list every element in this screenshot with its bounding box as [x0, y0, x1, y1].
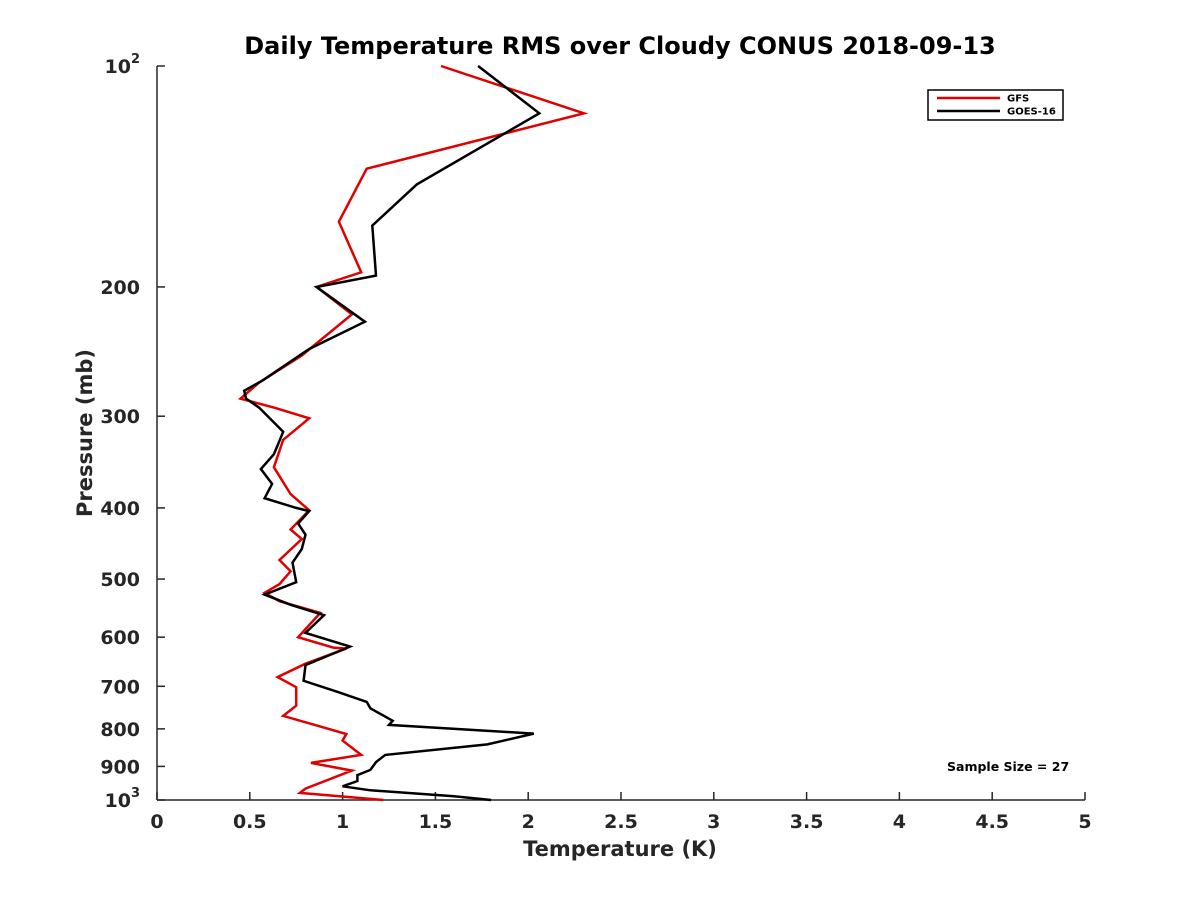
legend-label-gfs: GFS — [1007, 94, 1029, 105]
y-tick-label: 200 — [100, 277, 140, 299]
y-tick-label: 500 — [100, 569, 140, 591]
series-line-goes-16 — [242, 65, 542, 802]
x-tick-label: 3.5 — [790, 811, 824, 833]
x-tick-label: 0.5 — [233, 811, 267, 833]
x-tick-label: 1.5 — [419, 811, 453, 833]
x-tick-label: 0 — [150, 811, 163, 833]
y-tick-label: 600 — [100, 627, 140, 649]
y-tick-label-exponent: 3 — [131, 786, 140, 801]
y-tick-label: 400 — [100, 498, 140, 520]
y-tick-label-base: 10 — [105, 790, 131, 812]
y-tick-label: 300 — [100, 406, 140, 428]
legend-label-goes-16: GOES-16 — [1007, 107, 1056, 118]
y-tick-label-exponent: 2 — [131, 52, 140, 67]
y-tick-label: 102 — [105, 52, 141, 78]
y-tick-label-base: 10 — [105, 56, 131, 78]
legend-box — [927, 89, 1064, 121]
y-tick-label: 103 — [105, 786, 141, 812]
chart-title: Daily Temperature RMS over Cloudy CONUS … — [244, 32, 996, 60]
x-tick-label: 4.5 — [975, 811, 1009, 833]
y-tick-label: 800 — [100, 719, 140, 741]
sample-size-annotation: Sample Size = 27 — [947, 759, 1069, 774]
x-tick-label: 2 — [522, 811, 535, 833]
x-tick-label: 4 — [893, 811, 906, 833]
y-axis-label: Pressure (mb) — [73, 349, 97, 517]
x-tick-label: 3 — [707, 811, 720, 833]
x-tick-label: 5 — [1078, 811, 1091, 833]
x-axis-label: Temperature (K) — [523, 837, 717, 861]
x-tick-label: 1 — [336, 811, 349, 833]
y-tick-label: 700 — [100, 676, 140, 698]
x-ticks: 0 0.5 1 1.5 2 2.5 3 3.5 4 4.5 5 — [150, 792, 1092, 833]
legend: GFS GOES-16 — [927, 89, 1064, 121]
y-tick-label: 900 — [100, 756, 140, 778]
series-lines — [237, 64, 589, 802]
x-tick-label: 2.5 — [604, 811, 638, 833]
